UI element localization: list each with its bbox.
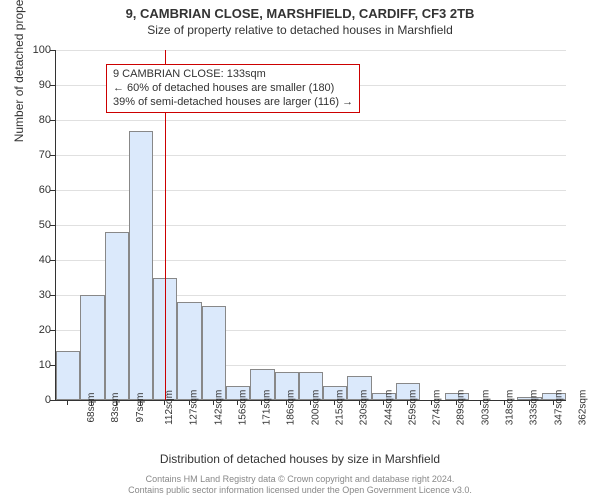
x-tick-mark xyxy=(67,400,68,405)
x-tick-mark xyxy=(383,400,384,405)
x-tick-label: 333sqm xyxy=(529,390,540,426)
histogram-bar xyxy=(129,131,153,401)
y-tick-label: 100 xyxy=(6,44,51,56)
x-tick-label: 215sqm xyxy=(335,390,346,426)
chart-subtitle: Size of property relative to detached ho… xyxy=(0,21,600,37)
x-tick-label: 97sqm xyxy=(135,392,146,422)
annotation-line-2: ← 60% of detached houses are smaller (18… xyxy=(113,82,353,96)
y-tick-label: 60 xyxy=(6,184,51,196)
x-tick-label: 142sqm xyxy=(213,390,224,426)
annotation-box: 9 CAMBRIAN CLOSE: 133sqm ← 60% of detach… xyxy=(106,64,360,113)
x-tick-label: 244sqm xyxy=(383,390,394,426)
annotation-line-3: 39% of semi-detached houses are larger (… xyxy=(113,96,353,110)
histogram-bar xyxy=(177,302,201,400)
x-tick-mark xyxy=(529,400,530,405)
x-tick-label: 347sqm xyxy=(553,390,564,426)
x-tick-label: 200sqm xyxy=(310,390,321,426)
y-tick-label: 90 xyxy=(6,79,51,91)
x-tick-label: 112sqm xyxy=(164,390,175,425)
x-tick-mark xyxy=(480,400,481,405)
plot-area: 9 CAMBRIAN CLOSE: 133sqm ← 60% of detach… xyxy=(55,50,566,401)
y-tick-label: 40 xyxy=(6,254,51,266)
y-ticks: 0102030405060708090100 xyxy=(0,50,55,400)
x-tick-label: 171sqm xyxy=(262,390,273,426)
caption: Contains HM Land Registry data © Crown c… xyxy=(0,474,600,496)
x-tick-label: 127sqm xyxy=(189,390,200,426)
x-ticks: 68sqm83sqm97sqm112sqm127sqm142sqm156sqm1… xyxy=(55,400,565,450)
chart-container: { "title": "9, CAMBRIAN CLOSE, MARSHFIEL… xyxy=(0,0,600,500)
y-tick-label: 0 xyxy=(6,394,51,406)
x-tick-label: 362sqm xyxy=(577,390,588,426)
histogram-bar xyxy=(202,306,226,401)
x-tick-label: 289sqm xyxy=(456,390,467,426)
y-tick-label: 30 xyxy=(6,289,51,301)
x-tick-mark xyxy=(237,400,238,405)
y-tick-label: 70 xyxy=(6,149,51,161)
x-tick-mark xyxy=(116,400,117,405)
x-tick-mark xyxy=(164,400,165,405)
caption-line-1: Contains HM Land Registry data © Crown c… xyxy=(0,474,600,485)
x-tick-mark xyxy=(504,400,505,405)
x-tick-mark xyxy=(359,400,360,405)
histogram-bar xyxy=(80,295,104,400)
x-tick-mark xyxy=(431,400,432,405)
y-tick-label: 10 xyxy=(6,359,51,371)
x-tick-label: 68sqm xyxy=(86,392,97,422)
annotation-line-1: 9 CAMBRIAN CLOSE: 133sqm xyxy=(113,68,353,82)
x-tick-mark xyxy=(140,400,141,405)
x-tick-mark xyxy=(91,400,92,405)
x-tick-mark xyxy=(553,400,554,405)
x-tick-mark xyxy=(189,400,190,405)
x-tick-label: 318sqm xyxy=(505,390,516,426)
x-tick-label: 259sqm xyxy=(407,390,418,426)
chart-title: 9, CAMBRIAN CLOSE, MARSHFIELD, CARDIFF, … xyxy=(0,0,600,21)
grid-line xyxy=(56,50,566,51)
x-tick-mark xyxy=(456,400,457,405)
grid-line xyxy=(56,120,566,121)
x-tick-label: 186sqm xyxy=(286,390,297,426)
x-tick-mark xyxy=(213,400,214,405)
histogram-bar xyxy=(105,232,129,400)
x-tick-mark xyxy=(310,400,311,405)
x-tick-mark xyxy=(286,400,287,405)
x-tick-mark xyxy=(407,400,408,405)
histogram-bar xyxy=(56,351,80,400)
x-tick-label: 156sqm xyxy=(237,390,248,426)
x-tick-mark xyxy=(261,400,262,405)
y-tick-label: 80 xyxy=(6,114,51,126)
x-tick-label: 230sqm xyxy=(359,390,370,426)
caption-line-2: Contains public sector information licen… xyxy=(0,485,600,496)
x-tick-mark xyxy=(334,400,335,405)
x-axis-label: Distribution of detached houses by size … xyxy=(0,452,600,466)
x-tick-label: 83sqm xyxy=(110,392,121,422)
y-tick-label: 50 xyxy=(6,219,51,231)
x-tick-label: 274sqm xyxy=(432,390,443,426)
y-tick-label: 20 xyxy=(6,324,51,336)
x-tick-label: 303sqm xyxy=(480,390,491,426)
